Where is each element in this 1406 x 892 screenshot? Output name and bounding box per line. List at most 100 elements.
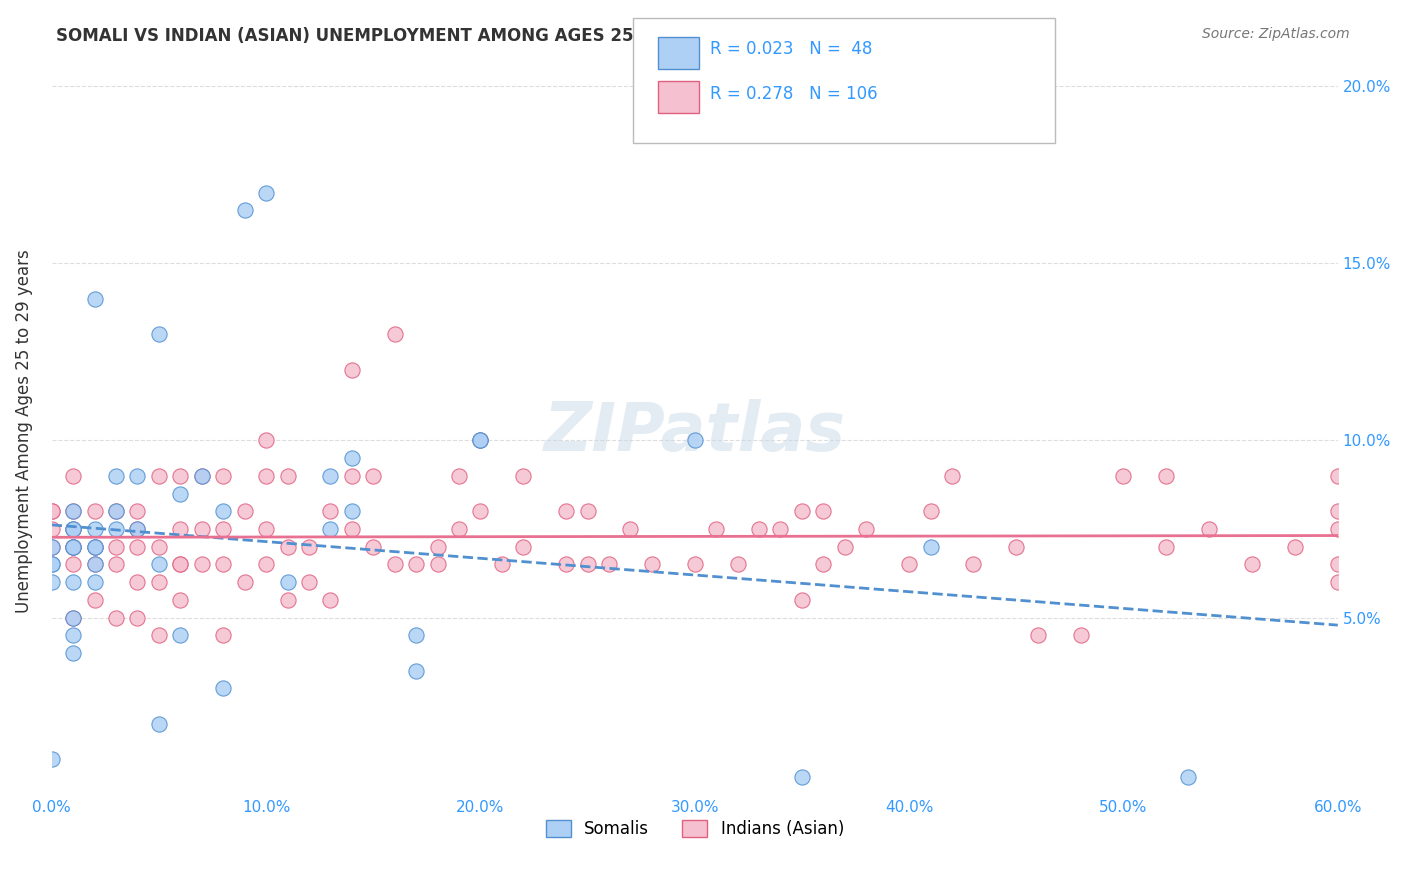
Point <box>1284 540 1306 554</box>
Text: R = 0.278   N = 106: R = 0.278 N = 106 <box>710 85 877 103</box>
Point <box>41 540 63 554</box>
Point <box>62 610 84 624</box>
Point <box>62 540 84 554</box>
Point <box>148 558 170 572</box>
Text: R = 0.023   N =  48: R = 0.023 N = 48 <box>710 40 872 58</box>
Point <box>41 522 63 536</box>
Point <box>1326 575 1348 590</box>
Point <box>276 593 298 607</box>
Point <box>148 327 170 342</box>
Point <box>127 504 149 518</box>
Point <box>83 593 105 607</box>
Point <box>62 522 84 536</box>
Point <box>1026 628 1049 642</box>
Point <box>254 558 277 572</box>
Point <box>470 434 492 448</box>
Point <box>340 522 363 536</box>
Point <box>62 610 84 624</box>
Point <box>212 522 235 536</box>
Point <box>83 575 105 590</box>
Point <box>83 504 105 518</box>
Point <box>127 575 149 590</box>
Point <box>127 540 149 554</box>
Point <box>41 558 63 572</box>
Point <box>148 575 170 590</box>
Point <box>169 522 191 536</box>
Point <box>127 610 149 624</box>
Point <box>790 770 813 784</box>
Point <box>62 504 84 518</box>
Point <box>41 575 63 590</box>
Point <box>1177 770 1199 784</box>
Point <box>319 469 342 483</box>
Point <box>233 575 256 590</box>
Point <box>62 540 84 554</box>
Point <box>148 717 170 731</box>
Point <box>340 451 363 466</box>
Point <box>405 628 427 642</box>
Point <box>105 558 128 572</box>
Point <box>62 522 84 536</box>
Point <box>169 486 191 500</box>
Point <box>405 558 427 572</box>
Point <box>576 558 599 572</box>
Text: SOMALI VS INDIAN (ASIAN) UNEMPLOYMENT AMONG AGES 25 TO 29 YEARS CORRELATION CHAR: SOMALI VS INDIAN (ASIAN) UNEMPLOYMENT AM… <box>56 27 966 45</box>
Point <box>470 434 492 448</box>
Point <box>834 540 856 554</box>
Point <box>1112 469 1135 483</box>
Point <box>298 540 321 554</box>
Point <box>254 186 277 200</box>
Point <box>41 540 63 554</box>
Point <box>340 504 363 518</box>
Point <box>105 610 128 624</box>
Point <box>941 469 963 483</box>
Point <box>555 558 578 572</box>
Point <box>148 469 170 483</box>
Point <box>769 522 792 536</box>
Point <box>447 469 470 483</box>
Point <box>191 469 214 483</box>
Point <box>105 540 128 554</box>
Point <box>212 681 235 696</box>
Point <box>105 522 128 536</box>
Point <box>683 434 706 448</box>
Point <box>62 558 84 572</box>
Point <box>41 752 63 766</box>
Point <box>704 522 727 536</box>
Point <box>405 664 427 678</box>
Point <box>813 504 835 518</box>
Point <box>361 540 384 554</box>
Point <box>148 540 170 554</box>
Point <box>62 540 84 554</box>
Point <box>191 469 214 483</box>
Point <box>319 522 342 536</box>
Point <box>169 558 191 572</box>
Point <box>790 504 813 518</box>
Point <box>191 522 214 536</box>
Point <box>83 558 105 572</box>
Point <box>83 292 105 306</box>
Point <box>920 504 942 518</box>
Point <box>83 540 105 554</box>
Point <box>83 540 105 554</box>
Point <box>426 558 449 572</box>
Point <box>384 327 406 342</box>
Point <box>41 504 63 518</box>
Point <box>1198 522 1220 536</box>
Point <box>62 504 84 518</box>
Point <box>898 558 921 572</box>
Point <box>426 540 449 554</box>
Point <box>254 434 277 448</box>
Y-axis label: Unemployment Among Ages 25 to 29 years: Unemployment Among Ages 25 to 29 years <box>15 250 32 614</box>
Point <box>384 558 406 572</box>
Point <box>41 558 63 572</box>
Point <box>598 558 620 572</box>
Point <box>748 522 770 536</box>
Point <box>962 558 984 572</box>
Point <box>1156 540 1178 554</box>
Point <box>319 504 342 518</box>
Text: Source: ZipAtlas.com: Source: ZipAtlas.com <box>1202 27 1350 41</box>
Point <box>254 522 277 536</box>
Point <box>233 203 256 218</box>
Point <box>212 628 235 642</box>
